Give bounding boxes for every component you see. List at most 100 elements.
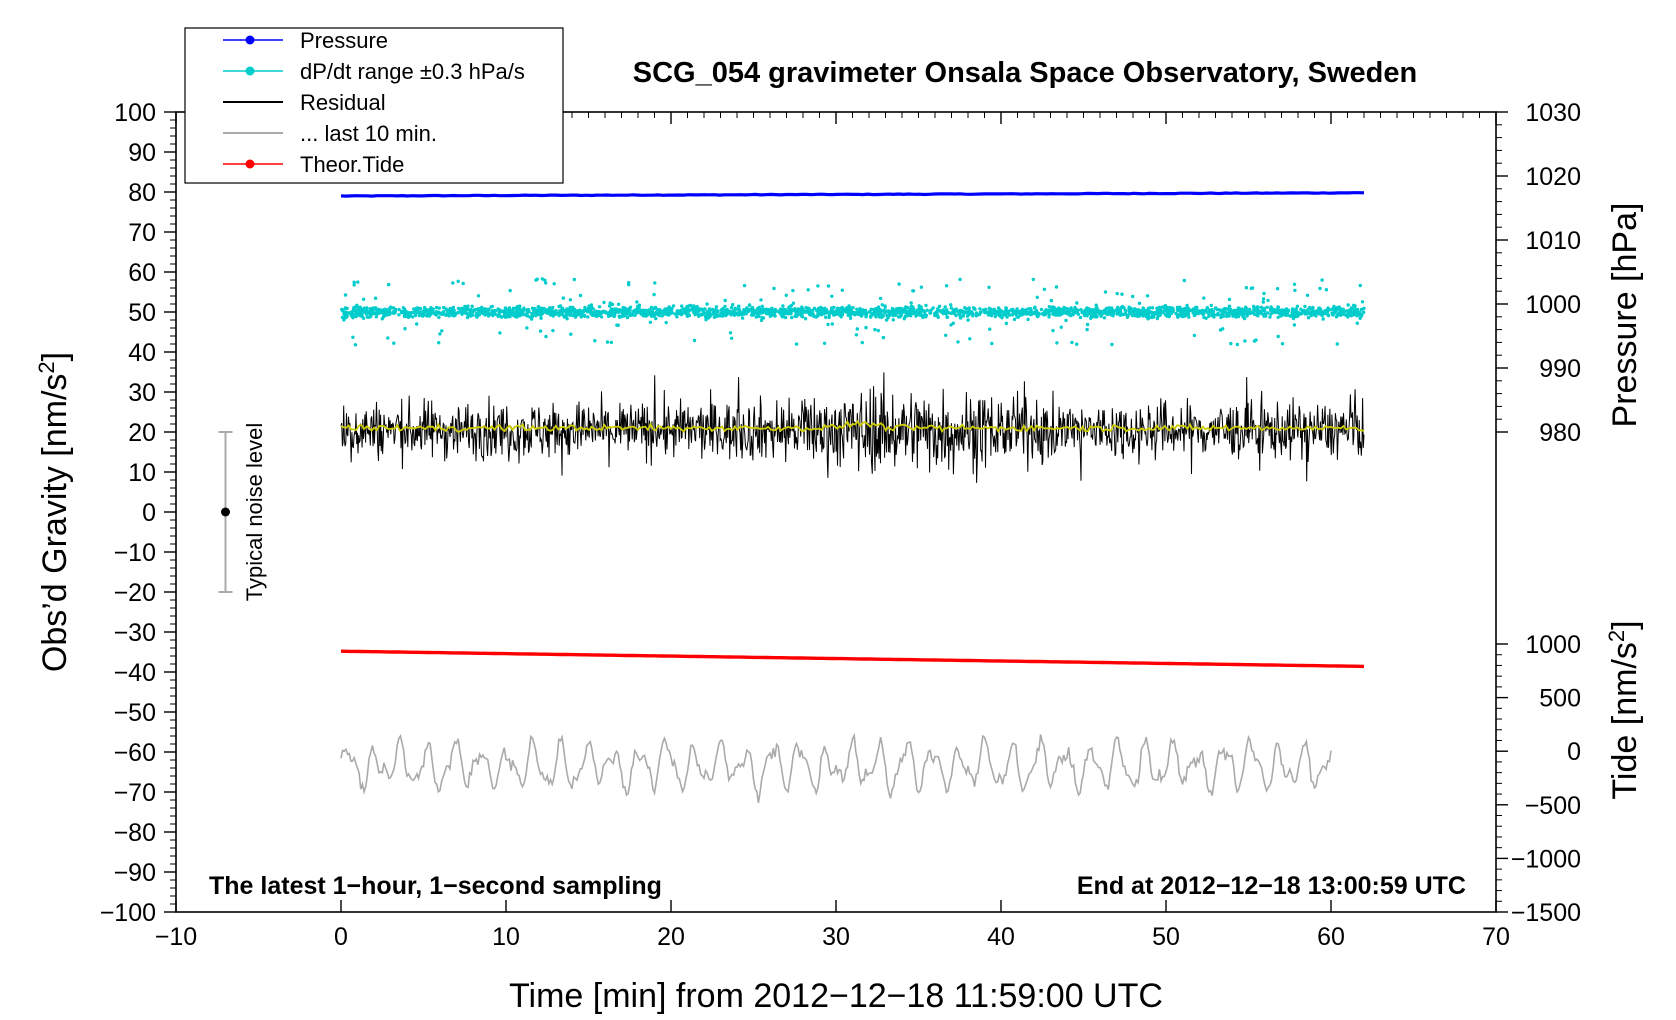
- dpdt-point: [685, 314, 689, 318]
- dpdt-point: [1019, 311, 1023, 315]
- dpdt-point: [885, 313, 889, 318]
- dpdt-point: [1266, 311, 1270, 315]
- dpdt-point: [816, 284, 820, 288]
- dpdt-point: [1184, 309, 1189, 313]
- dpdt-point: [830, 294, 834, 298]
- dpdt-point: [1181, 309, 1185, 313]
- dpdt-point: [562, 315, 566, 319]
- dpdt-point: [994, 313, 999, 317]
- dpdt-point: [919, 285, 924, 289]
- dpdt-point: [1064, 318, 1068, 323]
- legend-label-residual: Residual: [300, 90, 386, 115]
- dpdt-point: [788, 309, 792, 313]
- dpdt-point: [760, 304, 764, 308]
- dpdt-point: [353, 343, 358, 347]
- dpdt-point: [572, 277, 576, 282]
- dpdt-point: [514, 311, 519, 316]
- dpdt-point: [1192, 333, 1197, 338]
- dpdt-point: [498, 308, 502, 313]
- y-tick-label: 90: [128, 139, 156, 167]
- dpdt-point: [1119, 305, 1124, 310]
- dpdt-point: [693, 312, 698, 316]
- x-axis-label: Time [min] from 2012−12−18 11:59:00 UTC: [509, 977, 1163, 1015]
- dpdt-point: [794, 342, 799, 346]
- dpdt-point: [1029, 307, 1033, 311]
- dpdt-point: [540, 311, 544, 316]
- dpdt-point: [1303, 312, 1307, 316]
- dpdt-point: [541, 307, 545, 312]
- dpdt-point: [610, 307, 614, 311]
- dpdt-point: [855, 327, 859, 331]
- dpdt-point: [368, 309, 372, 314]
- dpdt-point: [489, 305, 493, 309]
- dpdt-point: [742, 283, 747, 288]
- dpdt-point: [1292, 323, 1297, 327]
- dpdt-point: [899, 310, 904, 315]
- dpdt-point: [770, 306, 774, 310]
- dpdt-point: [652, 292, 656, 297]
- dpdt-point: [340, 315, 345, 320]
- dpdt-point: [1292, 282, 1297, 286]
- dpdt-point: [463, 304, 467, 309]
- dpdt-point: [852, 312, 857, 316]
- dpdt-point: [812, 314, 816, 319]
- dpdt-point: [452, 308, 456, 312]
- dpdt-point: [1182, 278, 1187, 283]
- dpdt-point: [639, 312, 643, 316]
- dpdt-point: [692, 338, 697, 343]
- dpdt-point: [368, 314, 373, 319]
- dpdt-point: [486, 308, 490, 313]
- dpdt-point: [349, 311, 354, 316]
- dpdt-point: [783, 311, 787, 315]
- dpdt-point: [1340, 312, 1344, 316]
- dpdt-point: [1279, 308, 1283, 313]
- dpdt-point: [1055, 341, 1059, 345]
- dpdt-point: [421, 309, 425, 313]
- dpdt-point: [878, 308, 882, 312]
- dpdt-point: [602, 300, 606, 305]
- y-tick-label: 100: [114, 99, 156, 127]
- dpdt-point: [1118, 312, 1122, 316]
- dpdt-point: [663, 307, 668, 311]
- dpdt-point: [1057, 313, 1062, 317]
- dpdt-point: [1065, 306, 1069, 311]
- dpdt-point: [824, 315, 828, 319]
- y-tick-label: −70: [114, 779, 156, 807]
- dpdt-point: [981, 308, 986, 312]
- dpdt-point: [1212, 312, 1216, 317]
- dpdt-point: [1290, 307, 1295, 311]
- dpdt-point: [614, 307, 619, 311]
- dpdt-point: [1111, 308, 1115, 313]
- dpdt-point: [1303, 304, 1307, 309]
- y-tick-label: 0: [142, 499, 156, 527]
- dpdt-point: [1252, 312, 1257, 316]
- dpdt-point: [664, 320, 668, 325]
- tide-tick-label: −500: [1525, 792, 1581, 820]
- dpdt-point: [1051, 328, 1055, 333]
- dpdt-point: [474, 307, 478, 312]
- dpdt-point: [415, 310, 419, 314]
- dpdt-point: [384, 311, 388, 315]
- dpdt-point: [700, 312, 705, 317]
- dpdt-point: [371, 306, 375, 310]
- dpdt-point: [520, 308, 524, 312]
- dpdt-point: [967, 310, 972, 314]
- dpdt-point: [1005, 315, 1009, 319]
- dpdt-point: [610, 302, 615, 307]
- dpdt-point: [540, 277, 544, 281]
- dpdt-point: [431, 307, 435, 311]
- dpdt-point: [1152, 311, 1157, 315]
- dpdt-point: [956, 340, 960, 344]
- series-pressure: [340, 191, 1365, 198]
- dpdt-point: [1346, 303, 1350, 307]
- dpdt-point: [1124, 312, 1128, 316]
- dpdt-point: [676, 309, 680, 314]
- dpdt-point: [375, 309, 379, 313]
- dpdt-point: [1118, 308, 1123, 312]
- dpdt-point: [839, 315, 843, 319]
- dpdt-point: [807, 309, 811, 313]
- dpdt-point: [1227, 309, 1232, 313]
- dpdt-point: [422, 305, 427, 310]
- dpdt-point: [728, 331, 733, 335]
- dpdt-point: [627, 282, 631, 287]
